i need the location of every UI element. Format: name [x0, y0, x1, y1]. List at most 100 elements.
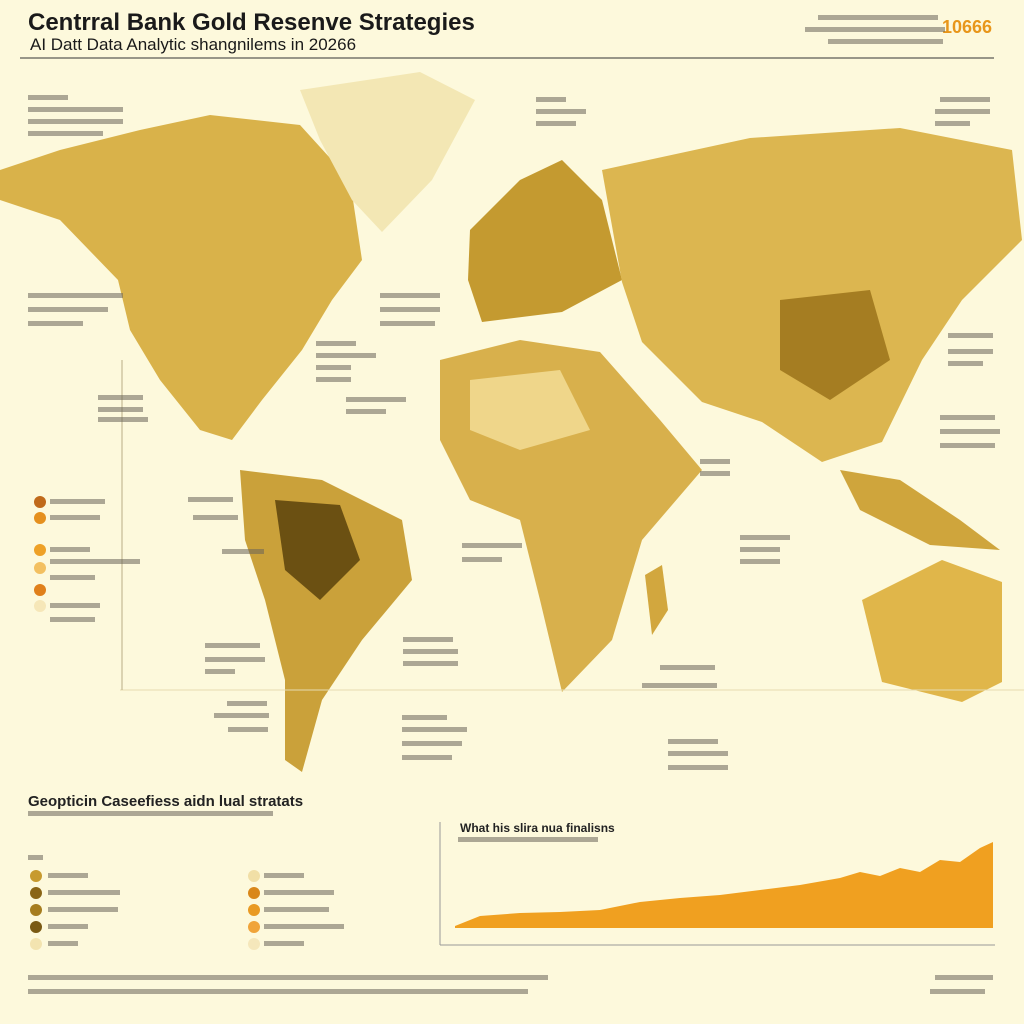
europe — [468, 160, 622, 322]
small-print — [214, 713, 269, 718]
small-print — [935, 121, 970, 126]
chart-title: What his slira nua finalisns — [460, 821, 615, 835]
small-print — [380, 293, 440, 298]
small-print — [380, 307, 440, 312]
small-print — [740, 559, 780, 564]
small-print — [380, 321, 435, 326]
legend-swatch — [30, 870, 42, 882]
legend-swatch — [248, 870, 260, 882]
small-print — [403, 649, 458, 654]
small-print — [402, 715, 447, 720]
legend-swatch — [34, 544, 46, 556]
small-print — [227, 701, 267, 706]
small-print — [264, 941, 304, 946]
small-print — [935, 109, 990, 114]
small-print — [536, 97, 566, 102]
small-print — [668, 751, 728, 756]
legend-swatch — [34, 512, 46, 524]
small-print — [28, 95, 68, 100]
small-print — [346, 409, 386, 414]
legend-swatch — [30, 887, 42, 899]
legend-swatch — [34, 600, 46, 612]
small-print — [98, 395, 143, 400]
small-print — [668, 765, 728, 770]
small-print — [264, 924, 344, 929]
small-print — [668, 739, 718, 744]
small-print — [818, 15, 938, 20]
china — [780, 290, 890, 400]
small-print — [402, 741, 462, 746]
small-print — [28, 989, 528, 994]
small-print — [948, 361, 983, 366]
small-print — [98, 417, 148, 422]
madagascar — [645, 565, 668, 635]
southeast-asia — [840, 470, 1000, 550]
small-print — [940, 429, 1000, 434]
south-america-core — [275, 500, 360, 600]
legend-swatch — [34, 562, 46, 574]
badge: 10666 — [942, 17, 992, 37]
small-print — [700, 459, 730, 464]
small-print — [48, 924, 88, 929]
small-print — [50, 499, 105, 504]
trend-area — [455, 842, 993, 928]
small-print — [828, 39, 943, 44]
title: Centrral Bank Gold Resenve Strategies — [28, 9, 475, 36]
small-print — [264, 907, 329, 912]
small-print — [50, 515, 100, 520]
legend-swatch — [34, 584, 46, 596]
small-print — [940, 97, 990, 102]
small-print — [930, 989, 985, 994]
small-print — [940, 415, 995, 420]
small-print — [205, 657, 265, 662]
small-print — [205, 669, 235, 674]
small-print — [402, 755, 452, 760]
small-print — [462, 543, 522, 548]
small-print — [28, 131, 103, 136]
small-print — [948, 349, 993, 354]
world-map — [0, 72, 1024, 772]
subtitle: AI Datt Data Analytic shangnilems in 202… — [30, 35, 356, 54]
small-print — [28, 855, 43, 860]
small-print — [48, 890, 120, 895]
greenland — [300, 72, 475, 232]
legend-swatch — [30, 904, 42, 916]
small-print — [50, 603, 100, 608]
trend-chart: What his slira nua finalisns — [439, 821, 995, 946]
small-print — [660, 665, 715, 670]
small-print — [28, 811, 273, 816]
legend — [30, 496, 260, 950]
small-print — [458, 837, 598, 842]
legend-swatch — [248, 921, 260, 933]
small-print — [642, 683, 717, 688]
legend-swatch — [248, 887, 260, 899]
small-print — [28, 307, 108, 312]
small-print — [205, 643, 260, 648]
small-print — [536, 121, 576, 126]
small-print — [935, 975, 993, 980]
small-print — [264, 890, 334, 895]
section-title: Geopticin Caseefiess aidn lual stratats — [28, 793, 303, 810]
small-print — [316, 353, 376, 358]
small-print — [264, 873, 304, 878]
small-print — [188, 497, 233, 502]
small-print — [28, 321, 83, 326]
north-america — [0, 115, 362, 440]
legend-swatch — [248, 938, 260, 950]
small-print — [48, 873, 88, 878]
small-print — [805, 27, 945, 32]
australia — [862, 560, 1002, 702]
small-print — [50, 559, 140, 564]
small-print — [28, 975, 548, 980]
small-print — [28, 293, 123, 298]
small-print — [403, 637, 453, 642]
small-print — [948, 333, 993, 338]
small-print — [700, 471, 730, 476]
small-print — [50, 617, 95, 622]
small-print — [462, 557, 502, 562]
asia — [602, 128, 1022, 462]
small-print — [740, 535, 790, 540]
small-print — [536, 109, 586, 114]
